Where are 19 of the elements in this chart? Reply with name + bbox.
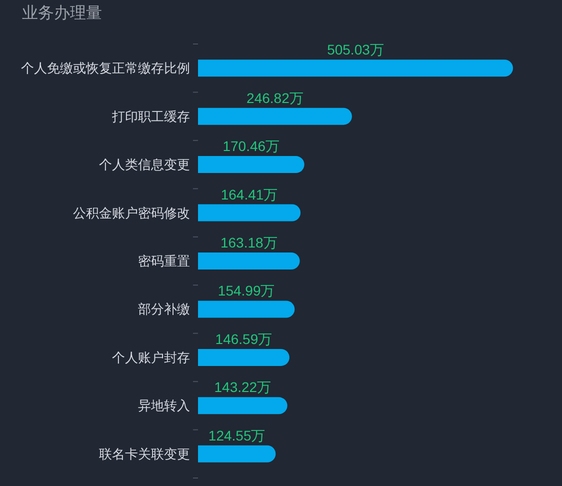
value-label: 146.59万: [215, 330, 272, 347]
category-label: 异地转入: [138, 398, 190, 414]
value-label: 170.46万: [222, 138, 280, 154]
value-label: 246.82万: [246, 90, 304, 106]
category-label: 密码重置: [138, 254, 190, 268]
value-label: 124.55万: [208, 427, 266, 444]
category-label: 打印职工缓存: [112, 108, 190, 124]
category-label: 个人免缴或恢复正常缴存比例: [21, 60, 190, 76]
category-label: 部分补缴: [138, 302, 190, 317]
title: 业务办理量: [22, 5, 102, 22]
category-label: 个人类信息变更: [99, 157, 190, 172]
value-label: 154.99万: [218, 282, 275, 299]
value-label: 163.18万: [220, 234, 278, 250]
value-label: 143.22万: [214, 379, 272, 396]
value-label: 505.03万: [327, 42, 384, 58]
category-label: 公积金账户密码修改: [73, 205, 190, 220]
category-label: 联名卡关联变更: [99, 446, 190, 462]
category-label: 个人账户封存: [112, 350, 190, 365]
value-label: 164.41万: [220, 186, 278, 202]
